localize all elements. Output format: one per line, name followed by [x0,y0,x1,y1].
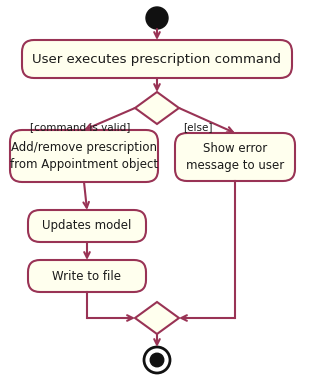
Text: User executes prescription command: User executes prescription command [33,53,281,65]
FancyBboxPatch shape [28,260,146,292]
Circle shape [146,7,168,29]
Circle shape [150,353,164,367]
Text: Write to file: Write to file [52,269,122,283]
FancyBboxPatch shape [10,130,158,182]
Text: Add/remove prescription
from Appointment object: Add/remove prescription from Appointment… [10,141,158,171]
Text: Show error
message to user: Show error message to user [186,142,284,172]
FancyBboxPatch shape [22,40,292,78]
FancyBboxPatch shape [28,210,146,242]
Text: [command is valid]: [command is valid] [30,122,130,132]
Polygon shape [135,92,179,124]
Circle shape [144,347,170,373]
FancyBboxPatch shape [175,133,295,181]
Text: Updates model: Updates model [42,219,132,233]
Polygon shape [135,302,179,334]
Text: [else]: [else] [183,122,213,132]
